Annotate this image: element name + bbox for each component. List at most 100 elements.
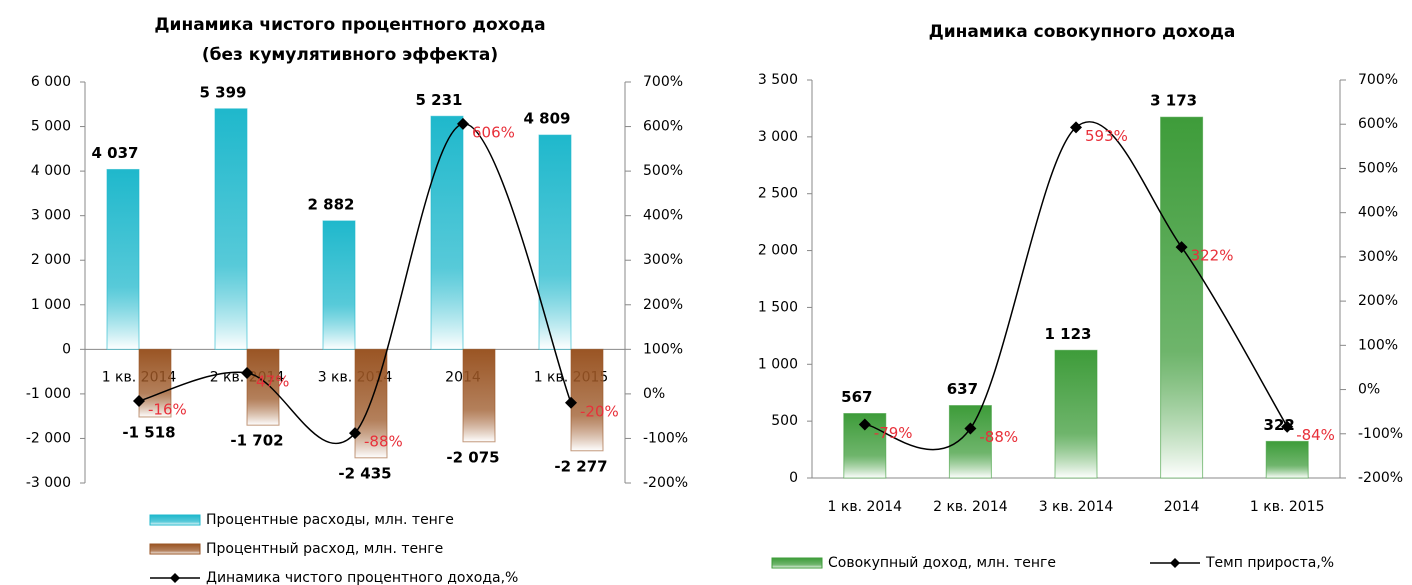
- bar-label: 5 399: [200, 83, 247, 101]
- point-label: 322%: [1191, 247, 1234, 265]
- y-tick-label: 5 000: [31, 119, 71, 135]
- marker: [858, 418, 871, 431]
- y2-tick-label: 500%: [1358, 160, 1398, 176]
- legend-label: Динамика чистого процентного дохода,%: [206, 570, 518, 585]
- y-tick-label: 2 500: [758, 186, 798, 202]
- marker: [133, 395, 145, 408]
- y-tick-label: 4 000: [31, 163, 71, 179]
- point-label: 593%: [1085, 127, 1128, 145]
- bar: [1160, 116, 1204, 479]
- chart-title: Динамика совокупного дохода: [929, 22, 1236, 42]
- y2-tick-label: 600%: [643, 119, 683, 135]
- point-label: 606%: [472, 123, 515, 141]
- y-tick-label: 3 000: [31, 208, 71, 224]
- y2-tick-label: 200%: [1358, 293, 1398, 309]
- y2-tick-label: 700%: [1358, 72, 1398, 88]
- bar: [106, 168, 140, 350]
- y2-tick-label: 200%: [643, 297, 683, 313]
- bar: [570, 348, 604, 452]
- y2-tick-label: 100%: [643, 341, 683, 357]
- bar: [1054, 349, 1098, 479]
- legend-marker: [1170, 558, 1180, 568]
- bar: [246, 348, 280, 426]
- bar: [322, 220, 356, 350]
- y-tick-label: 1 000: [758, 356, 798, 372]
- chart-title: (без кумулятивного эффекта): [202, 45, 498, 65]
- legend-marker: [170, 573, 180, 583]
- y2-tick-label: -100%: [643, 430, 688, 446]
- bar-label: 3 173: [1150, 92, 1197, 110]
- y-tick-label: 6 000: [31, 74, 71, 90]
- point-label: -20%: [580, 402, 619, 420]
- y2-tick-label: 300%: [643, 252, 683, 268]
- legend-label: Процентный расход, млн. тенге: [206, 541, 443, 557]
- point-label: -16%: [148, 401, 187, 419]
- x-tick-label: 1 кв. 2014: [828, 499, 903, 515]
- y2-tick-label: 400%: [1358, 205, 1398, 221]
- marker: [1175, 241, 1188, 254]
- marker: [565, 396, 577, 409]
- y-tick-label: 1 000: [31, 297, 71, 313]
- marker: [457, 117, 469, 130]
- bar-label: 4 037: [92, 144, 139, 162]
- y2-tick-label: 500%: [643, 163, 683, 179]
- legend-swatch: [771, 557, 823, 569]
- y-tick-label: 3 500: [758, 72, 798, 88]
- bar-label: -2 277: [554, 457, 607, 475]
- y-tick-label: -3 000: [26, 475, 71, 491]
- x-tick-label: 1 кв. 2015: [1250, 499, 1325, 515]
- point-label: -84%: [1296, 426, 1335, 444]
- bar: [214, 108, 248, 350]
- y2-tick-label: 100%: [1358, 337, 1398, 353]
- marker: [964, 422, 977, 435]
- y-tick-label: -1 000: [26, 386, 71, 402]
- point-label: -88%: [979, 428, 1018, 446]
- point-label: -88%: [364, 433, 403, 451]
- bar-label: 637: [947, 380, 978, 398]
- y-tick-label: 0: [62, 341, 71, 357]
- y-tick-label: 3 000: [758, 129, 798, 145]
- bar-label: 5 231: [416, 91, 463, 109]
- y2-tick-label: 400%: [643, 208, 683, 224]
- y2-tick-label: 700%: [643, 74, 683, 90]
- marker: [1281, 420, 1294, 433]
- y2-tick-label: -200%: [643, 475, 688, 491]
- y2-tick-label: 300%: [1358, 249, 1398, 265]
- y2-tick-label: 600%: [1358, 116, 1398, 132]
- bar-label: -1 702: [230, 432, 283, 450]
- bar: [538, 134, 572, 350]
- chart-title: Динамика чистого процентного дохода: [154, 15, 545, 35]
- bar-label: 567: [841, 388, 872, 406]
- y2-tick-label: 0%: [643, 386, 665, 402]
- bar: [948, 405, 992, 479]
- y-tick-label: 2 000: [758, 243, 798, 259]
- legend-label: Совокупный доход, млн. тенге: [828, 555, 1056, 571]
- x-tick-label: 3 кв. 2014: [1039, 499, 1114, 515]
- y-tick-label: 2 000: [31, 252, 71, 268]
- y2-tick-label: -200%: [1358, 470, 1403, 486]
- y-tick-label: 1 500: [758, 299, 798, 315]
- bar: [138, 348, 172, 418]
- y-tick-label: 500: [771, 413, 798, 429]
- point-label: -79%: [874, 424, 913, 442]
- x-tick-label: 2 кв. 2014: [933, 499, 1008, 515]
- y2-tick-label: 0%: [1358, 382, 1380, 398]
- bar-label: -2 435: [338, 464, 391, 482]
- legend-swatch: [149, 514, 201, 526]
- x-tick-label: 2014: [1164, 499, 1200, 515]
- marker: [241, 366, 253, 379]
- bar-label: -2 075: [446, 448, 499, 466]
- legend-label: Процентные расходы, млн. тенге: [206, 512, 454, 528]
- bar: [1265, 440, 1309, 479]
- legend-swatch: [149, 543, 201, 555]
- y2-tick-label: -100%: [1358, 426, 1403, 442]
- legend-label: Темп прироста,%: [1205, 555, 1334, 571]
- bar: [462, 348, 496, 443]
- marker: [1070, 121, 1082, 134]
- y-tick-label: 0: [789, 470, 798, 486]
- marker: [349, 427, 361, 440]
- y-tick-label: -2 000: [26, 430, 71, 446]
- bar-label: 2 882: [308, 195, 355, 213]
- bar-label: -1 518: [122, 423, 175, 441]
